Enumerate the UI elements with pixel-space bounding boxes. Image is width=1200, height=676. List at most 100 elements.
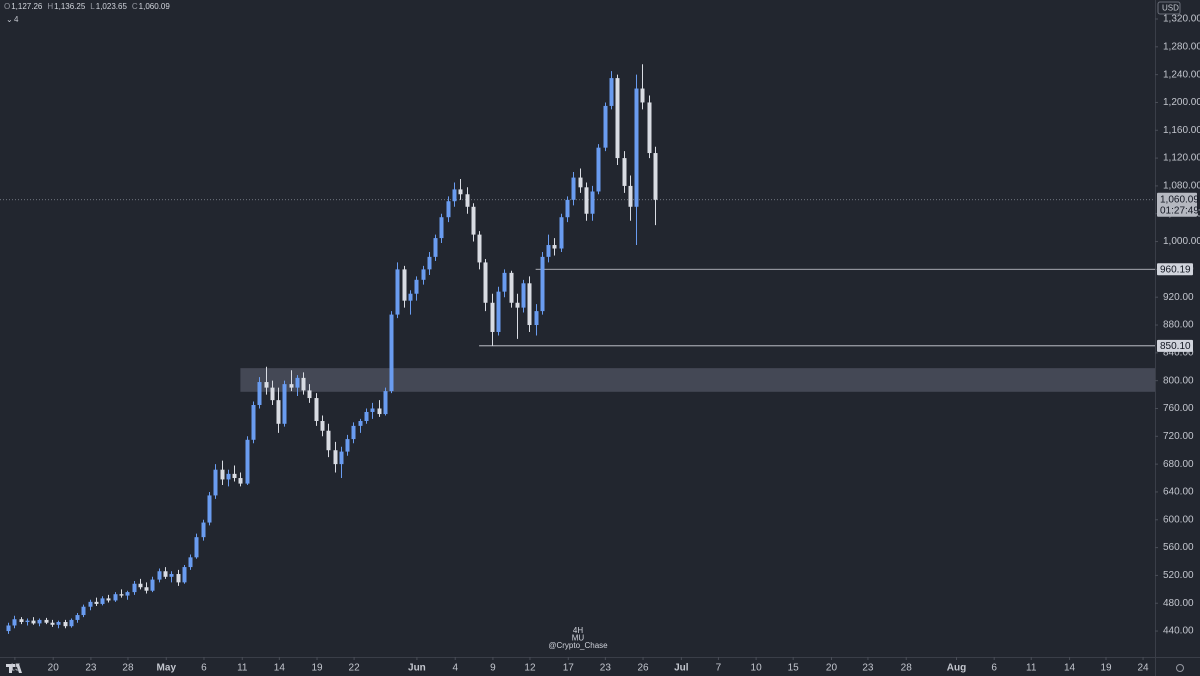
candle-body bbox=[402, 269, 407, 301]
watermark: @Crypto_Chase bbox=[548, 641, 608, 650]
candle-body bbox=[578, 177, 583, 188]
candle-body bbox=[521, 283, 526, 308]
candle-body bbox=[515, 302, 520, 308]
x-tick-label: 10 bbox=[751, 663, 763, 674]
legend-value: 1,127.26 bbox=[11, 2, 43, 11]
y-tick-label: 440.00 bbox=[1163, 626, 1194, 637]
x-tick-label: 17 bbox=[563, 663, 575, 674]
x-tick-label: 20 bbox=[826, 663, 838, 674]
x-tick-label: 26 bbox=[637, 663, 649, 674]
candle-body bbox=[264, 382, 269, 388]
candle-body bbox=[527, 283, 532, 326]
candle-body bbox=[19, 619, 24, 623]
candle-body bbox=[194, 537, 199, 558]
candle-body bbox=[634, 88, 639, 207]
legend-value: 1,060.09 bbox=[139, 2, 171, 11]
candle-body bbox=[584, 187, 589, 214]
candle-body bbox=[94, 601, 99, 604]
candle-body bbox=[270, 387, 275, 401]
candle-body bbox=[351, 425, 356, 440]
candle-body bbox=[389, 314, 394, 392]
candle-body bbox=[188, 557, 193, 568]
x-tick-label: 19 bbox=[1100, 663, 1112, 674]
y-tick-label: 760.00 bbox=[1163, 403, 1194, 414]
x-tick-label: 14 bbox=[1064, 663, 1076, 674]
candle-body bbox=[640, 88, 645, 103]
x-tick-label: 19 bbox=[311, 663, 323, 674]
candle-body bbox=[25, 620, 30, 623]
x-tick-label: 6 bbox=[201, 663, 207, 674]
candle-body bbox=[320, 421, 325, 431]
candle-body bbox=[358, 421, 363, 426]
y-tick-label: 880.00 bbox=[1163, 320, 1194, 331]
y-tick-label: 920.00 bbox=[1163, 292, 1194, 303]
candle-body bbox=[106, 598, 111, 601]
candle-body bbox=[257, 382, 262, 406]
watermark: 4H bbox=[573, 626, 583, 635]
zone bbox=[240, 368, 1156, 392]
candle-body bbox=[119, 594, 124, 596]
candle-body bbox=[100, 598, 105, 604]
candle-body bbox=[377, 408, 382, 415]
candle-body bbox=[446, 201, 451, 218]
candle-body bbox=[81, 606, 86, 616]
candle-body bbox=[289, 384, 294, 388]
candle-body bbox=[314, 398, 319, 422]
candle-body bbox=[603, 105, 608, 148]
x-tick-label: Aug bbox=[947, 663, 966, 674]
legend-key: H bbox=[47, 2, 53, 11]
legend-key: L bbox=[90, 2, 95, 11]
candle-body bbox=[546, 245, 551, 257]
candle-body bbox=[615, 78, 620, 159]
level-tag-text: 960.19 bbox=[1160, 264, 1191, 275]
candle-body bbox=[12, 619, 17, 626]
candle-body bbox=[276, 400, 281, 424]
logo-shape bbox=[6, 664, 22, 673]
legend-value: 1,023.65 bbox=[96, 2, 128, 11]
y-tick-label: 800.00 bbox=[1163, 375, 1194, 386]
x-tick-label: May bbox=[157, 663, 177, 674]
x-tick-label: 15 bbox=[9, 663, 21, 674]
candle-body bbox=[44, 619, 49, 623]
y-tick-label: 680.00 bbox=[1163, 459, 1194, 470]
candle-body bbox=[125, 592, 130, 596]
candle-body bbox=[609, 78, 614, 106]
candle-body bbox=[169, 574, 174, 577]
candle-body bbox=[502, 272, 507, 292]
y-tick-label: 480.00 bbox=[1163, 598, 1194, 609]
x-tick-label: 22 bbox=[349, 663, 361, 674]
candle-body bbox=[176, 574, 181, 583]
candle-body bbox=[63, 622, 68, 627]
candle-body bbox=[596, 147, 601, 192]
candle-body bbox=[414, 279, 419, 294]
chevron[interactable]: ⌄ bbox=[6, 15, 13, 24]
settings-icon[interactable] bbox=[1176, 664, 1184, 672]
candle-body bbox=[590, 191, 595, 214]
y-tick-label: 840.00 bbox=[1163, 347, 1194, 358]
candle-body bbox=[433, 238, 438, 257]
x-tick-label: Jun bbox=[408, 663, 426, 674]
candle-body bbox=[113, 594, 118, 601]
candle-body bbox=[307, 390, 312, 399]
currency-box[interactable] bbox=[1157, 1, 1181, 15]
candle-body bbox=[144, 587, 149, 591]
x-tick-label: 20 bbox=[48, 663, 60, 674]
candle-body bbox=[471, 206, 476, 235]
candle-body bbox=[439, 217, 444, 239]
y-tick-label: 1,080.00 bbox=[1163, 181, 1200, 192]
candle-body bbox=[370, 408, 375, 412]
x-tick-label: 28 bbox=[901, 663, 913, 674]
y-tick-label: 560.00 bbox=[1163, 542, 1194, 553]
candle-body bbox=[628, 185, 633, 207]
candle-body bbox=[421, 269, 426, 280]
x-tick-label: 11 bbox=[237, 663, 248, 674]
candle-body bbox=[465, 194, 470, 207]
candle-body bbox=[75, 615, 80, 620]
x-tick-label: Jul bbox=[674, 663, 689, 674]
legend-value: 1,136.25 bbox=[54, 2, 86, 11]
candle-body bbox=[458, 189, 463, 195]
tv-logo[interactable] bbox=[6, 664, 22, 673]
candle-body bbox=[157, 571, 162, 580]
